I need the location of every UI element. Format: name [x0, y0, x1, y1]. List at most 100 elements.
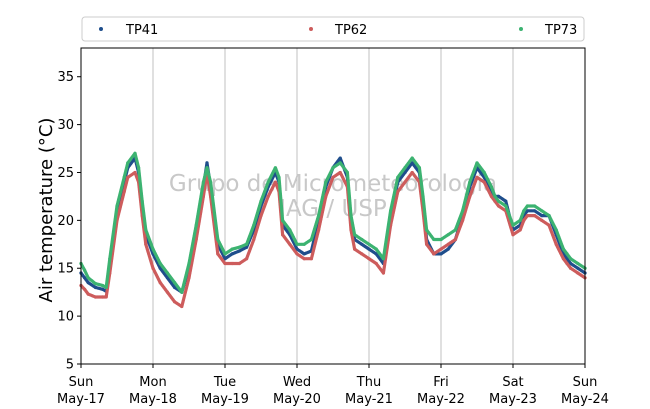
data-point — [133, 151, 137, 155]
data-point — [245, 257, 249, 261]
data-point — [295, 247, 299, 251]
data-point — [565, 261, 569, 266]
data-point — [223, 261, 227, 266]
x-tick-date-label: May-24 — [561, 392, 609, 407]
legend-box — [81, 16, 585, 42]
data-point — [511, 223, 515, 227]
data-point — [187, 261, 191, 266]
data-point — [83, 276, 87, 280]
data-point — [302, 257, 306, 261]
data-point — [522, 218, 526, 222]
data-point — [360, 252, 364, 256]
data-point — [288, 242, 292, 246]
data-point — [338, 161, 342, 165]
data-point — [367, 247, 371, 251]
data-point — [540, 218, 544, 222]
data-point — [122, 175, 126, 179]
x-tick-date-label: May-19 — [201, 392, 249, 407]
x-tick-date-label: May-18 — [129, 392, 177, 407]
data-point — [565, 252, 569, 256]
y-tick-label: 10 — [57, 310, 74, 325]
data-point — [158, 266, 162, 270]
data-point — [349, 214, 353, 218]
data-point — [288, 228, 292, 232]
y-axis-label: Air temperature (°C) — [36, 118, 57, 303]
data-point — [374, 252, 378, 256]
data-point — [453, 237, 457, 242]
data-point — [489, 194, 493, 198]
data-point — [421, 194, 425, 198]
data-point — [86, 292, 90, 296]
data-point — [439, 247, 443, 251]
data-point — [576, 266, 580, 270]
data-point — [533, 204, 537, 208]
series-line — [79, 170, 587, 309]
data-point — [461, 218, 465, 222]
data-point — [309, 237, 313, 242]
data-point — [569, 261, 573, 266]
data-point — [410, 156, 414, 160]
data-point — [104, 285, 108, 289]
data-point — [173, 285, 177, 289]
data-point — [101, 295, 105, 299]
data-point — [194, 223, 198, 227]
data-point — [252, 223, 256, 227]
data-point — [565, 257, 569, 261]
data-point — [173, 281, 177, 285]
data-point — [504, 204, 508, 208]
data-point — [525, 204, 530, 208]
data-point — [410, 170, 414, 175]
data-point — [425, 242, 429, 246]
data-point — [396, 175, 400, 179]
data-point — [576, 271, 580, 275]
data-point — [338, 156, 342, 160]
data-point — [302, 242, 306, 246]
x-tick-day-label: Sun — [573, 375, 598, 390]
data-point — [403, 166, 407, 170]
data-point — [230, 247, 234, 251]
series-line — [79, 151, 587, 294]
data-point — [205, 166, 209, 170]
x-tick-date-label: May-20 — [273, 392, 321, 407]
data-point — [489, 185, 493, 189]
x-tick-day-label: Tue — [213, 375, 236, 390]
data-point — [237, 261, 241, 266]
data-point — [137, 166, 141, 170]
legend-marker-tp62 — [309, 27, 313, 31]
y-tick-label: 20 — [57, 214, 74, 229]
data-point — [93, 282, 97, 286]
watermark-line-1: Grupo de Micrometeorologia — [169, 171, 497, 197]
x-tick-day-label: Thu — [356, 375, 381, 390]
watermark-line-2: IAG / USP — [279, 196, 387, 222]
data-point — [360, 237, 364, 242]
data-point — [353, 247, 357, 251]
data-point — [324, 194, 328, 198]
data-point — [374, 247, 378, 251]
data-point — [158, 261, 162, 266]
x-tick-date-label: May-22 — [417, 392, 465, 407]
data-point — [101, 287, 105, 291]
data-point — [277, 175, 281, 179]
data-point — [389, 209, 393, 213]
data-point — [281, 218, 285, 222]
y-tick-label: 25 — [57, 166, 74, 181]
data-point — [140, 199, 144, 203]
data-point — [194, 237, 198, 242]
data-point — [324, 180, 328, 184]
data-point — [237, 245, 241, 249]
data-point — [317, 228, 321, 232]
data-point — [576, 261, 580, 266]
data-point — [353, 233, 357, 237]
data-point — [205, 161, 209, 165]
data-point — [533, 209, 537, 213]
data-point — [259, 199, 263, 203]
x-tick-day-label: Mon — [139, 375, 166, 390]
data-point — [547, 214, 551, 218]
data-point — [446, 233, 450, 237]
data-point — [497, 199, 501, 203]
series-tp62 — [79, 170, 587, 309]
data-point — [475, 175, 479, 179]
legend-label-tp41: TP41 — [125, 23, 158, 38]
data-point — [126, 175, 130, 179]
